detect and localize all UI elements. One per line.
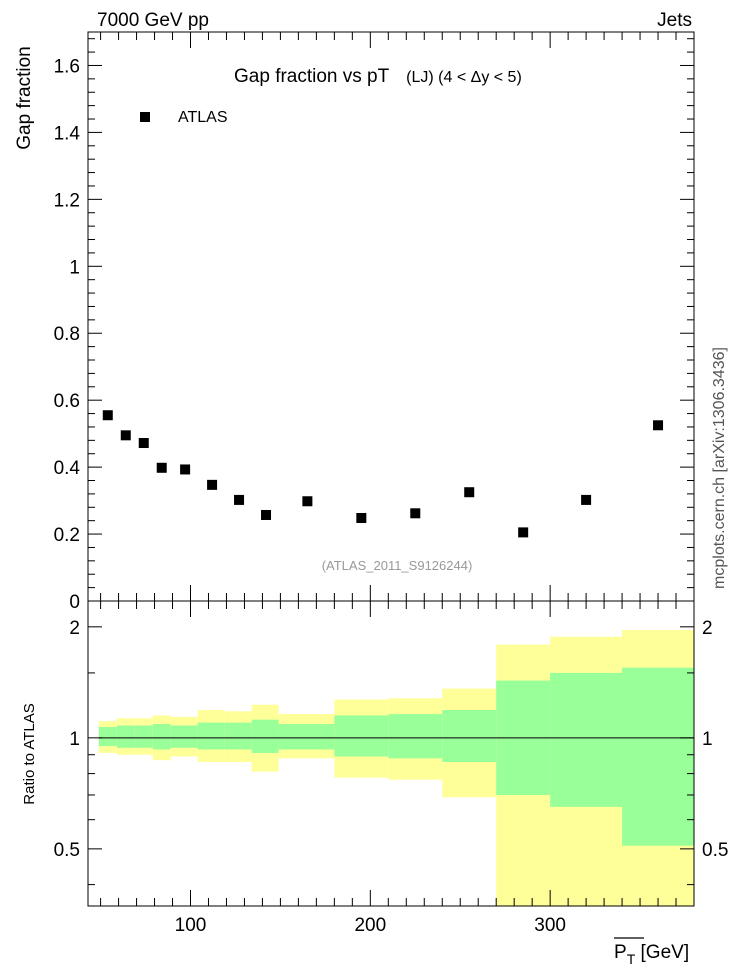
analysis-watermark: (ATLAS_2011_S9126244) [322,558,473,573]
ratio-y-tick-label: 1 [69,729,80,750]
inner-uncertainty-band [251,719,279,753]
main-y-tick-label: 0 [69,592,80,613]
inner-uncertainty-band [134,725,153,748]
main-y-tick-label: 0.8 [54,324,80,345]
main-plot-title: Gap fraction vs pT (LJ) (4 < Δy < 5) [234,66,522,87]
inner-uncertainty-band [98,727,117,747]
inner-uncertainty-band [152,724,171,750]
data-point [356,512,367,523]
mcplots-credit: mcplots.cern.ch [arXiv:1306.3436] [711,347,728,589]
legend-marker [140,112,150,122]
main-y-tick-label: 1.2 [54,190,80,211]
ratio-x-axis: 100 200 300 [100,601,677,936]
main-y-tick-label: 1 [69,257,80,278]
data-point [156,462,167,473]
data-point [138,438,149,449]
main-y-tick-label: 0.6 [54,391,80,412]
data-point [102,410,113,421]
inner-uncertainty-band [442,709,497,763]
data-point [207,479,218,490]
main-y-axis-label: Gap fraction [14,46,35,150]
data-point [464,487,475,498]
x-axis-label: PT [GeV] [614,937,689,967]
ratio-y-tick-label: 2 [69,618,80,639]
inner-uncertainty-band [170,725,198,748]
process-label: Jets [657,10,692,31]
data-point [180,464,191,475]
data-point [410,508,421,519]
ratio-y-tick-label-right: 2 [702,618,713,639]
main-y-tick-label: 0.4 [54,458,81,479]
main-x-ticks [100,32,677,601]
data-point [261,509,272,520]
inner-uncertainty-band [278,724,335,750]
x-axis-label-unit: [GeV] [635,942,689,963]
inner-uncertainty-band [334,715,389,757]
legend-label-atlas: ATLAS [178,109,228,126]
ratio-plot-frame [87,600,695,907]
inner-uncertainty-band [622,667,694,846]
main-plot-title-text: Gap fraction vs pT [234,66,390,87]
data-point [234,494,245,505]
main-plot-panel: 0 0.2 0.4 0.6 0.8 1 1.2 1.4 1.6 Gap fraction Gap… [14,31,695,613]
inner-uncertainty-band [224,722,252,750]
svg-text:PT [GeV]: PT [GeV] [614,942,689,967]
main-y-tick-label: 1.6 [54,56,80,77]
inner-uncertainty-band [116,725,135,748]
inner-uncertainty-band [197,722,225,750]
inner-uncertainty-band [550,672,623,807]
data-point [581,494,592,505]
ratio-x-tick-label: 300 [534,915,566,936]
ratio-y-tick-label-right: 0.5 [702,840,728,861]
ratio-x-tick-label: 100 [175,915,207,936]
ratio-y-tick-label-right: 1 [702,729,713,750]
x-axis-label-sub: T [627,951,636,967]
main-plot-title-suffix: (LJ) (4 < Δy < 5) [406,69,522,86]
data-point [120,430,131,441]
data-point [653,420,664,431]
ratio-plot-panel: 0.5 0.5 1 1 2 2 100 200 300 Ratio to ATLAS PT [… [21,600,728,967]
ratio-y-axis: 0.5 0.5 1 1 2 2 [54,618,728,886]
main-y-tick-label: 1.4 [54,123,81,144]
beam-label: 7000 GeV pp [97,10,209,31]
ratio-y-axis-label: Ratio to ATLAS [21,703,38,804]
main-y-axis: 0 0.2 0.4 0.6 0.8 1 1.2 1.4 1.6 [54,38,694,613]
ratio-y-tick-label: 0.5 [54,840,80,861]
inner-uncertainty-band [388,714,443,759]
data-point [302,496,313,507]
ratio-x-tick-label: 200 [354,915,386,936]
x-axis-label-main: P [614,942,627,963]
data-point [518,527,529,538]
main-y-tick-label: 0.2 [54,525,80,546]
atlas-data-points [102,410,664,538]
